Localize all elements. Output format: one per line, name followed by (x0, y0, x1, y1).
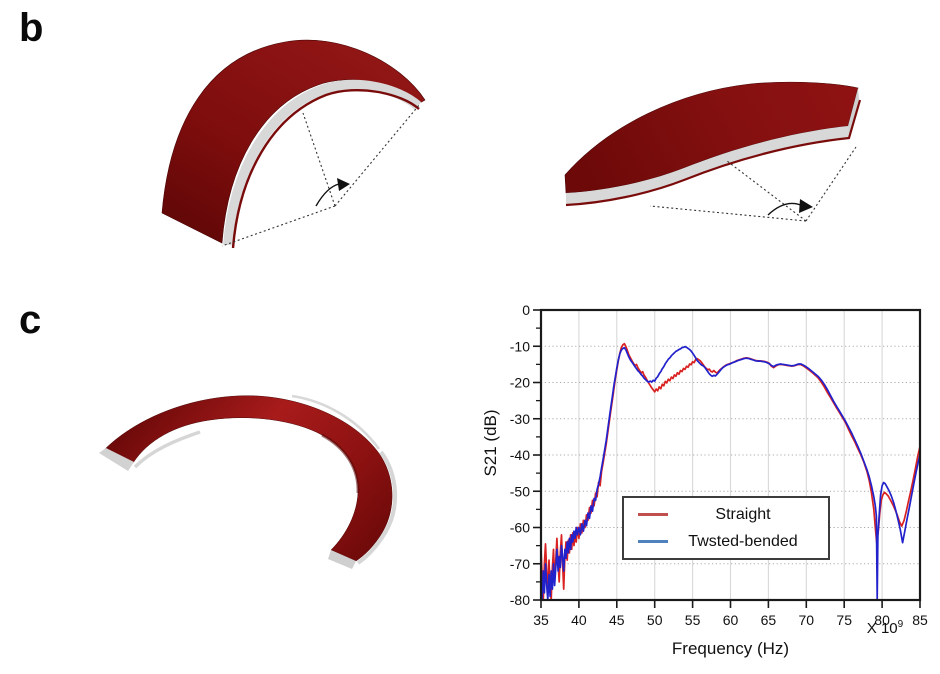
x-tick-label: 80 (874, 612, 890, 628)
chart-legend: Straight Twsted-bended (622, 496, 830, 560)
x-tick-label: 40 (571, 612, 587, 628)
bend-angle-annotation-left (221, 103, 421, 247)
bent-sector-body (161, 39, 426, 244)
y-tick-label: -10 (510, 338, 530, 354)
x-tick-label: 85 (912, 612, 928, 628)
y-tick-label: -60 (510, 520, 530, 536)
ribbon-twist-shade (321, 433, 360, 494)
legend-label: Straight (715, 505, 771, 523)
bent-sector-substrate (223, 79, 422, 246)
bent-sector-inner-strip (231, 88, 420, 249)
bend-arrow-head-right-icon (799, 199, 813, 213)
s21-chart-plot: 35 40 45 50 55 60 65 70 75 80 85 0 -10 -20 -30 -40 -50 -6… (510, 302, 928, 628)
x-axis-scale-label: X 109 (840, 619, 930, 637)
bend-arrow-arc-right (767, 202, 804, 216)
y-tick-label: -80 (510, 592, 530, 608)
y-tick-label: -20 (510, 375, 530, 391)
y-tick-label: -50 (510, 483, 530, 499)
legend-entry-straight: Straight (624, 503, 828, 527)
flat-sector-end-face (848, 88, 859, 137)
ribbon-lower-end-face (328, 550, 356, 569)
y-tick-label: 0 (522, 302, 530, 318)
x-tick-label: 70 (799, 612, 815, 628)
y-axis-title: S21 (dB) (481, 409, 500, 477)
y-tick-label: -30 (510, 411, 530, 427)
flat-sector-render (564, 81, 862, 222)
ribbon-top-edge-substrate (291, 394, 381, 450)
bent-sector-render (161, 39, 426, 249)
ribbon-body (104, 395, 393, 562)
twisted-ribbon-render (99, 394, 397, 569)
x-tick-label: 60 (723, 612, 739, 628)
x-tick-label: 55 (685, 612, 701, 628)
legend-swatch-red (638, 513, 668, 516)
x-tick-label: 75 (836, 612, 852, 628)
legend-swatch-blue (638, 540, 668, 543)
ribbon-right-substrate (356, 450, 397, 565)
y-tick-label: -40 (510, 447, 530, 463)
flat-sector-substrate (566, 126, 849, 204)
y-tick-label: -70 (510, 556, 530, 572)
x-scale-exponent: 9 (897, 619, 904, 630)
legend-entry-twsted-bended: Twsted-bended (624, 530, 828, 554)
x-tick-label: 65 (761, 612, 777, 628)
s21-chart: 35 40 45 50 55 60 65 70 75 80 85 0 -10 -20 -30 -40 -50 -6… (470, 290, 940, 674)
x-tick-label: 50 (647, 612, 663, 628)
legend-label: Twsted-bended (688, 532, 798, 550)
series-twsted-bended (540, 345, 921, 601)
bend-angle-annotation-right (649, 146, 857, 222)
x-axis-title: Frequency (Hz) (671, 639, 790, 658)
panel-b-label: b (19, 6, 44, 50)
panel-c-label: c (19, 298, 42, 342)
x-tick-label: 35 (533, 612, 549, 628)
ribbon-left-end-face (99, 448, 134, 471)
ribbon-left-substrate (133, 430, 201, 469)
plot-frame (539, 308, 922, 602)
bend-arrow-head-left-icon (337, 178, 350, 191)
x-scale-base: X 10 (866, 620, 898, 637)
bend-arrow-arc-left (315, 183, 340, 207)
flat-sector-bottom-strip (565, 99, 862, 207)
x-tick-label: 45 (609, 612, 625, 628)
